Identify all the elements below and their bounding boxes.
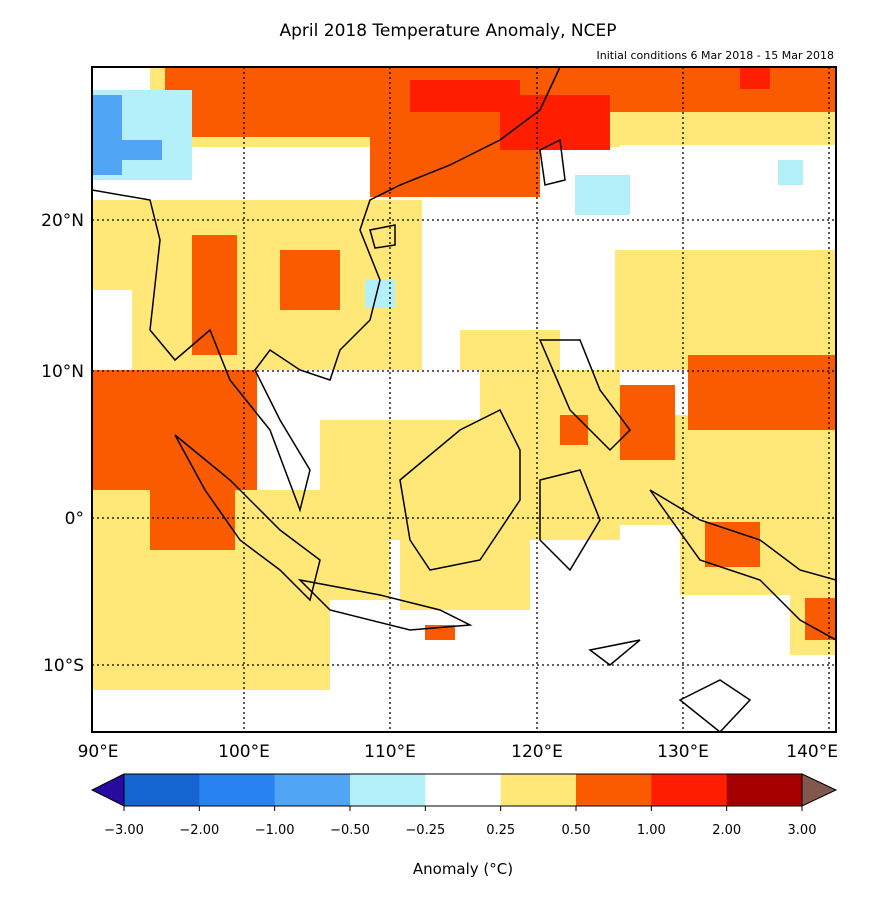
- colorbar-segment: [274, 774, 351, 806]
- lat-label: 20°N: [41, 211, 84, 231]
- lat-label: 10°N: [41, 362, 84, 382]
- lat-label: 10°S: [43, 656, 84, 676]
- colorbar-segment: [350, 774, 426, 806]
- colorbar-segment: [199, 774, 276, 806]
- colorbar-outline: [123, 773, 803, 807]
- colorbar-segment: [726, 774, 803, 806]
- colorbar-over: [801, 773, 838, 807]
- colorbar-tick-label: −2.00: [179, 823, 219, 838]
- lat-label: 0°: [65, 509, 84, 529]
- colorbar-tick-label: −0.25: [405, 823, 445, 838]
- graticule: [92, 67, 836, 732]
- lon-label: 110°E: [364, 742, 416, 762]
- colorbar-segment: [500, 774, 577, 806]
- lon-label: 120°E: [511, 742, 563, 762]
- title: April 2018 Temperature Anomaly, NCEP: [280, 21, 617, 41]
- colorbar-segment: [425, 774, 502, 806]
- colorbar-segment: [576, 774, 652, 806]
- coastlines: [92, 67, 836, 732]
- colorbar-tick-label: 3.00: [788, 823, 817, 838]
- colorbar-tick-label: 0.50: [562, 823, 591, 838]
- colorbar-under: [90, 773, 125, 807]
- subtitle: Initial conditions 6 Mar 2018 - 15 Mar 2…: [597, 49, 834, 62]
- lon-label: 100°E: [218, 742, 270, 762]
- colorbar: −3.00 −2.00 −1.00 −0.50 −0.25 0.25 0.50 1.00 2.0…: [90, 773, 838, 838]
- colorbar-tick-label: −3.00: [104, 823, 144, 838]
- map-frame: [91, 66, 837, 733]
- colorbar-tick-label: 1.00: [637, 823, 666, 838]
- colorbar-segment: [124, 774, 200, 806]
- colorbar-tick-label: 0.25: [486, 823, 515, 838]
- colorbar-label: Anomaly (°C): [413, 860, 513, 878]
- lon-label: 90°E: [78, 742, 119, 762]
- anomaly-field: [92, 67, 836, 732]
- colorbar-segment: [651, 774, 728, 806]
- colorbar-tick-label: −1.00: [255, 823, 295, 838]
- lon-label: 140°E: [786, 742, 838, 762]
- lon-label: 130°E: [657, 742, 709, 762]
- colorbar-tick-label: −0.50: [330, 823, 370, 838]
- colorbar-tick-label: 2.00: [712, 823, 741, 838]
